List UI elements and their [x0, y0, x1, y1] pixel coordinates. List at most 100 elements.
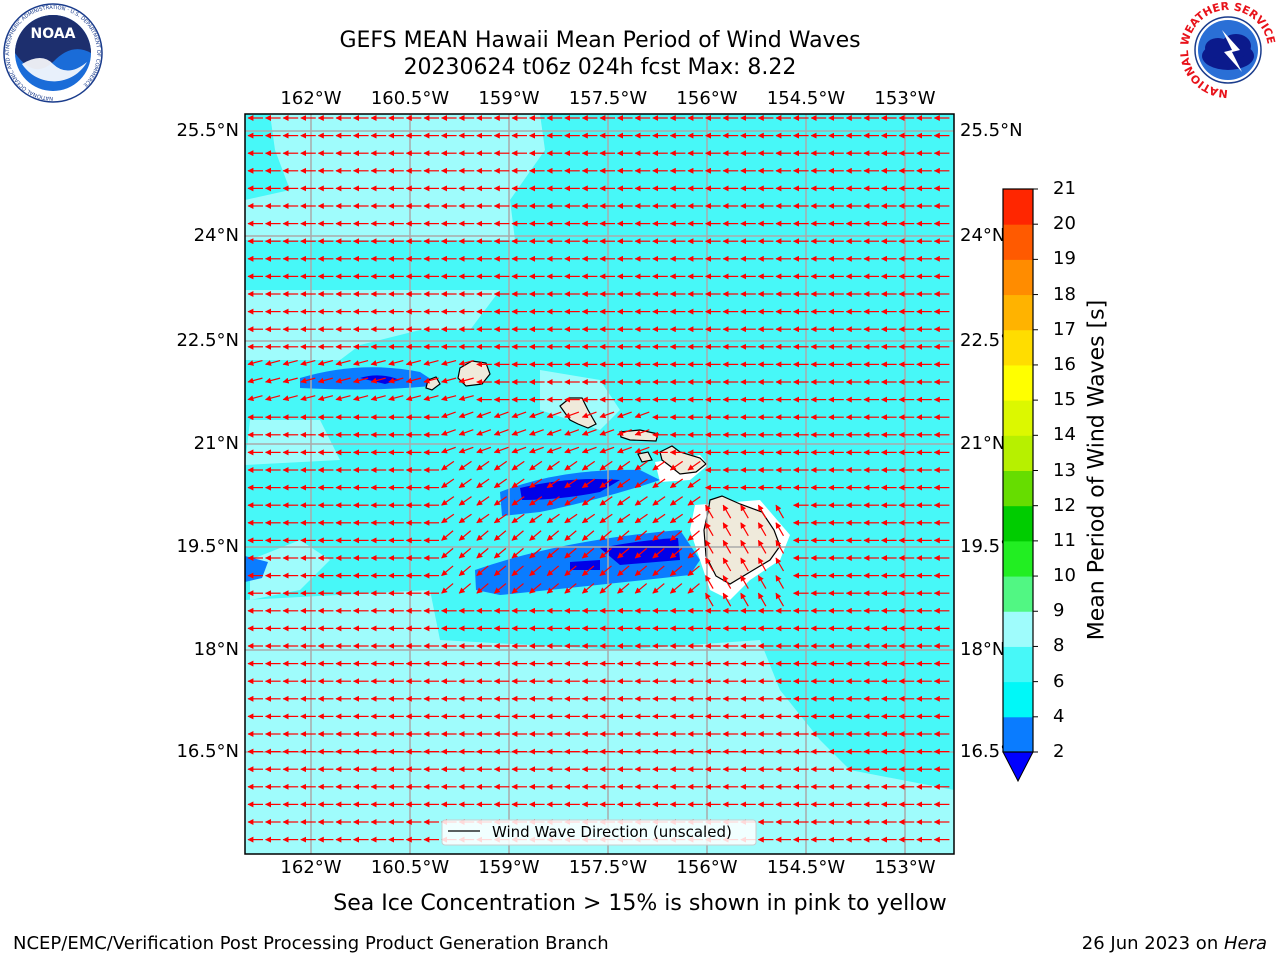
wind-wave-arrow: [722, 592, 732, 607]
noaa-logo-text: NOAA: [31, 26, 76, 42]
wind-wave-arrow: [617, 446, 632, 454]
island-lanai: [637, 451, 653, 463]
nws-logo: NATIONAL WEATHER SERVICE: [1178, 0, 1278, 100]
wind-wave-arrow: [740, 522, 749, 537]
colorbar-band: [1003, 505, 1033, 542]
wind-wave-arrow: [564, 429, 580, 436]
wind-wave-arrow: [652, 547, 665, 559]
wind-wave-arrow: [722, 504, 732, 519]
wind-wave-arrow: [458, 377, 474, 384]
wind-wave-arrow: [388, 377, 404, 384]
wind-wave-arrow: [353, 395, 369, 402]
colorbar: [1002, 188, 1038, 783]
wind-wave-arrow: [757, 522, 767, 537]
wind-wave-arrow: [740, 504, 749, 519]
colorbar-tick-label: 19: [1053, 248, 1076, 270]
colorbar-tick-label: 17: [1053, 318, 1076, 340]
wind-wave-arrow: [581, 496, 596, 506]
wind-wave-arrow: [458, 478, 472, 489]
wind-wave-arrow: [599, 547, 612, 559]
legend-label: Wind Wave Direction (unscaled): [492, 823, 732, 841]
wind-wave-arrow: [493, 411, 509, 419]
colorbar-tick-label: 16: [1053, 353, 1076, 375]
noaa-logo: NOAA NATIONAL OCEANIC AND ATMOSPHERIC AD…: [3, 3, 103, 103]
wind-wave-arrow: [458, 547, 472, 559]
wind-wave-arrow: [476, 446, 492, 454]
wind-wave-arrow: [405, 359, 422, 366]
wind-wave-arrow: [546, 478, 560, 489]
wind-wave-arrow: [757, 504, 767, 519]
wind-wave-arrow: [687, 496, 701, 506]
colorbar-band: [1003, 716, 1033, 753]
wind-wave-arrow: [317, 395, 334, 402]
wind-wave-arrow: [757, 539, 767, 554]
wind-wave-arrow: [441, 446, 456, 454]
wind-wave-arrow: [599, 496, 613, 506]
wind-wave-arrow: [441, 377, 457, 384]
wind-wave-arrow: [335, 395, 351, 402]
wind-wave-arrow: [441, 429, 456, 436]
wind-wave-arrow: [705, 504, 714, 519]
colorbar-tick-marks: [1033, 188, 1038, 753]
wind-wave-arrow: [564, 547, 577, 559]
wind-wave-arrow: [564, 460, 578, 471]
wind-wave-arrow: [581, 411, 597, 419]
wind-wave-arrow: [634, 565, 648, 577]
wind-wave-arrow: [247, 395, 263, 402]
wind-wave-arrow: [599, 446, 615, 454]
wind-wave-arrow: [669, 478, 684, 489]
colorbar-band: [1003, 470, 1033, 507]
wind-wave-arrow: [740, 557, 749, 572]
colorbar-band: [1003, 611, 1033, 647]
wind-wave-arrow: [546, 583, 560, 594]
wind-wave-arrow: [529, 513, 543, 524]
colorbar-extend-triangle: [1002, 751, 1034, 783]
colorbar-tick-label: 13: [1053, 459, 1076, 481]
wind-wave-arrow: [511, 513, 525, 524]
wind-wave-arrow: [617, 547, 630, 559]
wind-wave-arrow: [775, 557, 785, 572]
wind-wave-arrow: [669, 565, 683, 577]
wind-wave-arrow: [634, 583, 648, 594]
wind-wave-arrow: [317, 359, 334, 366]
wind-wave-arrow: [353, 377, 369, 384]
wind-wave-arrow: [599, 478, 613, 489]
wind-wave-arrow: [652, 530, 665, 541]
lon-label-bottom: 153°W: [874, 857, 936, 878]
wind-wave-arrow: [458, 395, 474, 402]
colorbar-band: [1003, 400, 1033, 436]
wind-wave-arrow: [687, 513, 701, 524]
wind-wave-arrow: [546, 429, 562, 436]
wind-wave-arrow: [511, 446, 527, 454]
wind-wave-arrow: [529, 496, 543, 506]
wind-wave-arrow: [511, 496, 525, 506]
wind-wave-arrow: [599, 530, 612, 541]
colorbar-tick-label: 21: [1053, 178, 1076, 199]
wind-wave-arrow: [564, 411, 580, 419]
wind-wave-arrow: [546, 530, 560, 541]
wind-wave-arrow: [529, 583, 542, 594]
wind-wave-arrow: [282, 359, 298, 366]
wind-wave-arrow: [458, 411, 474, 419]
wind-wave-arrow: [581, 460, 596, 471]
wind-wave-arrow: [722, 539, 732, 554]
wind-wave-arrow: [529, 565, 542, 577]
colorbar-band: [1003, 576, 1033, 612]
wind-wave-arrow: [265, 395, 281, 402]
lon-label-bottom: 159°W: [478, 857, 540, 878]
wind-wave-arrow: [564, 446, 580, 454]
lat-label-left: 16.5°N: [176, 741, 239, 762]
wind-wave-arrow: [757, 557, 767, 572]
lon-label-top: 153°W: [874, 88, 936, 109]
lat-label-right: 25.5°N: [960, 120, 1023, 141]
lon-label-bottom: 154.5°W: [766, 857, 846, 878]
map-subtitle: 20230624 t06z 024h fcst Max: 8.22: [403, 55, 797, 80]
wind-wave-arrow: [652, 513, 666, 524]
wind-wave-arrow: [705, 575, 714, 589]
colorbar-band: [1003, 646, 1033, 683]
wind-wave-arrow: [529, 478, 543, 489]
wind-wave-arrow: [476, 460, 490, 471]
wind-wave-arrow: [529, 446, 544, 454]
wind-wave-arrow: [617, 429, 632, 436]
wind-wave-arrow: [458, 429, 474, 436]
